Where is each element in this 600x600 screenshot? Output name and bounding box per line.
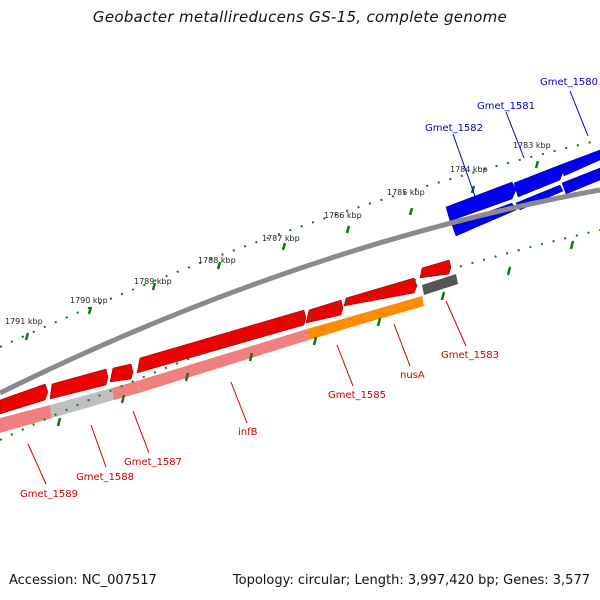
leader-gmet-1585	[336, 344, 354, 387]
reverse-track-2	[0, 274, 458, 433]
genome-backbone	[0, 187, 600, 396]
gene-label-gmet-1583[interactable]: Gmet_1583	[441, 350, 499, 361]
leader-gmet-1580	[569, 90, 589, 137]
leader-gmet-1587	[132, 410, 150, 454]
gene-label-nusa[interactable]: nusA	[400, 370, 425, 381]
leader-gmet-1583	[445, 300, 467, 347]
leader-lines	[27, 90, 589, 485]
leader-gmet-1582	[452, 133, 478, 203]
inner-major-ticks	[56, 240, 575, 427]
gene-label-gmet-1585[interactable]: Gmet_1585	[328, 390, 386, 401]
gene-track2-nusa[interactable]	[346, 296, 424, 328]
leader-gmet-1581	[505, 111, 525, 159]
outer-scale-track	[0, 139, 600, 348]
map-title: Geobacter metallireducens GS-15, complet…	[92, 8, 508, 26]
gene-track2-1585[interactable]	[307, 318, 348, 340]
gene-nusa[interactable]	[343, 277, 418, 307]
gene-track2-infb[interactable]	[137, 329, 309, 393]
kbp-label: 1783 kbp	[513, 141, 551, 150]
gene-gmet-1581[interactable]	[513, 164, 564, 198]
leader-gmet-1588	[90, 424, 107, 468]
gene-track2-1583[interactable]	[422, 274, 458, 295]
gene-gmet-1582[interactable]	[445, 181, 517, 222]
inner-scale-track	[0, 229, 600, 441]
gene-label-gmet-1582[interactable]: Gmet_1582	[425, 123, 483, 134]
reverse-strand	[0, 259, 452, 415]
gene-gmet-1580[interactable]	[559, 149, 600, 177]
topology-text: Topology: circular; Length: 3,997,420 bp…	[232, 573, 590, 588]
gene-infb[interactable]	[136, 309, 307, 374]
kbp-label: 1787 kbp	[262, 234, 300, 243]
kbp-label: 1785 kbp	[387, 188, 425, 197]
gene-label-infb[interactable]: infB	[238, 427, 258, 438]
leader-gmet-1589	[27, 443, 47, 485]
gene-labels: Gmet_1580 Gmet_1581 Gmet_1582 Gmet_1583 …	[20, 77, 598, 500]
gene-label-gmet-1588[interactable]: Gmet_1588	[76, 472, 134, 483]
gene-label-gmet-1587[interactable]: Gmet_1587	[124, 457, 182, 468]
gene-label-gmet-1581[interactable]: Gmet_1581	[477, 101, 535, 112]
kbp-label: 1784 kbp	[450, 165, 488, 174]
kbp-label: 1786 kbp	[324, 211, 362, 220]
gene-gmet-1589[interactable]	[0, 383, 49, 415]
gene-label-gmet-1589[interactable]: Gmet_1589	[20, 489, 78, 500]
gene-blue-lower-3[interactable]	[561, 167, 600, 195]
gene-label-gmet-1580[interactable]: Gmet_1580	[540, 77, 598, 88]
gene-gmet-1588[interactable]	[49, 368, 109, 400]
leader-nusa	[393, 323, 411, 367]
kbp-label: 1789 kbp	[134, 277, 172, 286]
leader-infb	[230, 381, 248, 424]
inner-scale-dots	[0, 229, 600, 441]
kbp-label: 1790 kbp	[70, 296, 108, 305]
kbp-label: 1788 kbp	[198, 256, 236, 265]
gene-track2-1589[interactable]	[0, 405, 52, 433]
gene-gmet-1587[interactable]	[109, 363, 134, 383]
kbp-label: 1791 kbp	[5, 317, 43, 326]
accession-text: Accession: NC_007517	[9, 573, 157, 588]
gene-gmet-1583[interactable]	[419, 259, 452, 279]
gene-gmet-1585[interactable]	[305, 299, 344, 324]
gene-track2-1587[interactable]	[112, 381, 139, 400]
outer-major-ticks	[24, 160, 540, 341]
kbp-labels: 1791 kbp 1790 kbp 1789 kbp 1788 kbp 1787…	[5, 141, 551, 326]
